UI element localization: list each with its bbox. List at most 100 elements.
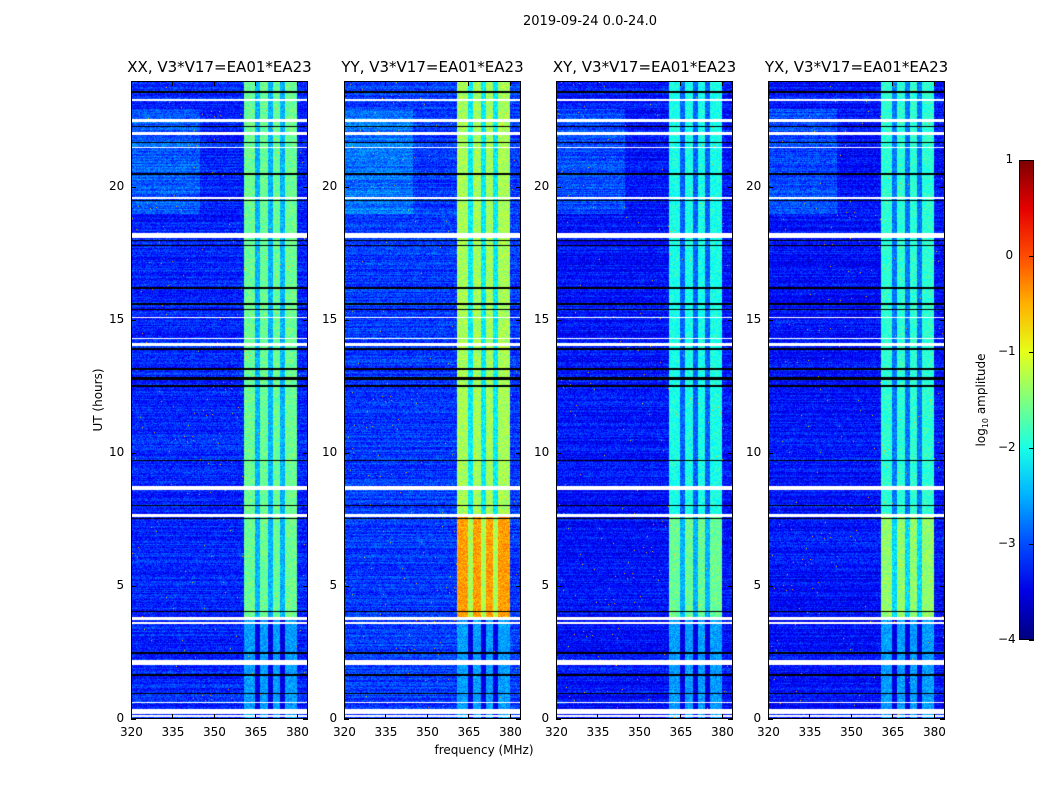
heatmap-panel [344,81,521,719]
y-tick-mark [344,453,349,455]
x-tick-mark [933,81,935,86]
y-tick-mark [940,320,945,322]
y-tick-mark [344,320,349,322]
y-tick-mark [768,187,773,189]
x-tick-mark [768,714,769,719]
x-tick-mark [680,81,682,86]
heatmap-image [769,82,944,718]
y-tick-label: 15 [322,312,338,327]
y-tick-mark [303,453,308,455]
y-tick-label: 0 [329,711,338,725]
heatmap-image [345,82,520,718]
y-tick-label: 10 [322,445,338,460]
x-tick-mark [468,714,470,719]
y-tick-mark [728,320,733,322]
x-tick-mark [933,714,935,719]
y-tick-mark [940,719,945,720]
x-tick-label: 380 [285,725,309,739]
y-tick-mark [940,453,945,455]
x-tick-mark [385,714,387,719]
x-tick-mark [809,714,811,719]
x-tick-mark [597,81,599,86]
heatmap-panel [768,81,945,719]
x-tick-label: 380 [922,725,946,739]
x-tick-mark [296,714,298,719]
y-tick-label: 5 [116,578,125,593]
panel-title: XY, V3*V17=EA01*EA23 [552,58,737,76]
x-tick-label: 365 [244,725,268,739]
x-tick-mark [468,81,470,86]
x-tick-label: 350 [415,725,439,739]
y-tick-mark [516,719,521,720]
x-tick-label: 380 [498,725,522,739]
x-tick-mark [213,81,215,86]
x-tick-label: 365 [669,725,693,739]
x-tick-label: 350 [839,725,863,739]
x-tick-label: 320 [120,725,143,739]
y-tick-label: 15 [746,312,762,327]
y-tick-mark [768,320,773,322]
x-tick-mark [556,81,557,86]
y-tick-mark [344,719,349,720]
y-tick-mark [728,453,733,455]
y-tick-mark [516,187,521,189]
colorbar-tick-mark [1029,544,1034,545]
colorbar-tick-mark [1029,448,1034,449]
y-tick-mark [516,320,521,322]
y-tick-mark [303,586,308,588]
x-tick-mark [344,714,345,719]
x-tick-label: 335 [161,725,185,739]
x-tick-mark [597,714,599,719]
x-tick-label: 365 [457,725,481,739]
x-tick-mark [296,81,298,86]
panel-title: XX, V3*V17=EA01*EA23 [127,58,312,76]
colorbar-tick-label: −3 [998,536,1016,550]
y-tick-label: 20 [746,179,762,194]
x-tick-mark [213,714,215,719]
y-tick-label: 20 [534,179,550,194]
x-tick-mark [638,714,640,719]
y-tick-mark [131,719,136,720]
x-tick-mark [809,81,811,86]
colorbar-label-prefix: log [973,428,988,447]
x-tick-label: 335 [586,725,610,739]
colorbar-tick-label: 1 [1005,152,1014,166]
y-tick-mark [556,453,561,455]
y-tick-label: 15 [109,312,125,327]
y-tick-label: 15 [534,312,550,327]
y-tick-label: 10 [746,445,762,460]
y-tick-mark [556,320,561,322]
y-tick-mark [768,586,773,588]
y-tick-mark [344,586,349,588]
y-axis-label: UT (hours) [91,368,105,432]
y-tick-mark [940,187,945,189]
y-tick-label: 0 [541,711,550,725]
x-tick-mark [850,81,852,86]
x-tick-label: 320 [757,725,780,739]
y-tick-mark [131,586,136,588]
colorbar-label-sub: 10 [981,417,991,429]
colorbar-tick-label: −2 [998,440,1016,454]
x-tick-label: 320 [545,725,568,739]
x-tick-mark [509,714,511,719]
y-tick-label: 5 [541,578,550,593]
x-tick-label: 365 [881,725,905,739]
x-tick-mark [172,714,174,719]
x-tick-mark [556,714,557,719]
colorbar-tick-label: −4 [998,632,1016,646]
y-tick-mark [556,719,561,720]
heatmap-image [557,82,732,718]
x-tick-mark [131,714,132,719]
x-axis-label: frequency (MHz) [434,743,534,757]
y-tick-label: 20 [109,179,125,194]
panel-title: YY, V3*V17=EA01*EA23 [341,58,524,76]
colorbar-tick-label: 0 [1005,248,1014,262]
y-tick-mark [556,586,561,588]
x-tick-mark [721,81,723,86]
x-tick-mark [426,81,428,86]
x-tick-mark [892,714,894,719]
colorbar-tick-mark [1029,160,1034,161]
x-tick-label: 320 [333,725,356,739]
y-tick-mark [303,320,308,322]
